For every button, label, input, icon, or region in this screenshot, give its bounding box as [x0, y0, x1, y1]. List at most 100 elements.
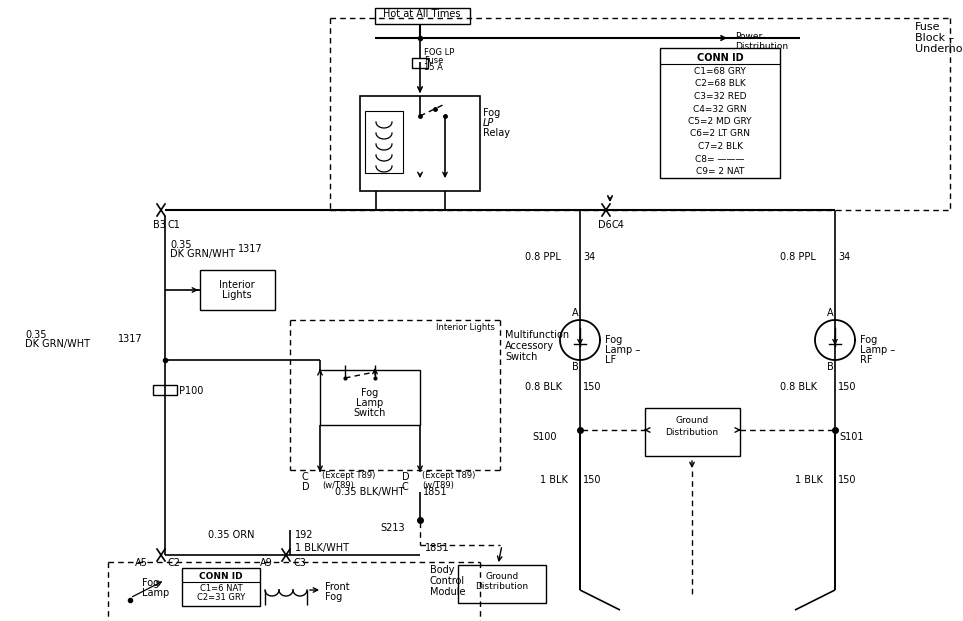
Text: S100: S100: [532, 432, 557, 442]
Text: B: B: [826, 362, 833, 372]
Text: (Except T89): (Except T89): [422, 471, 476, 480]
Text: Fog: Fog: [605, 335, 622, 345]
Bar: [360, 96, 480, 191]
Text: 0.35 ORN: 0.35 ORN: [208, 530, 254, 540]
Text: 0.8 BLK: 0.8 BLK: [525, 382, 562, 392]
Bar: [660, 48, 780, 178]
Text: Body: Body: [430, 565, 455, 575]
Text: Multifunction: Multifunction: [505, 330, 569, 340]
Bar: [645, 408, 740, 456]
Text: C4: C4: [612, 220, 625, 230]
Text: 0.35: 0.35: [25, 330, 46, 340]
Text: Fog: Fog: [325, 592, 342, 602]
Text: A: A: [572, 308, 579, 318]
Text: Fog: Fog: [483, 108, 500, 118]
Text: B3: B3: [153, 220, 166, 230]
Text: Switch: Switch: [505, 352, 537, 362]
Text: Relay: Relay: [483, 128, 510, 138]
Text: 150: 150: [838, 382, 856, 392]
Text: CONN ID: CONN ID: [696, 53, 743, 63]
Text: C7=2 BLK: C7=2 BLK: [697, 142, 742, 151]
Text: C2: C2: [168, 558, 181, 568]
Text: C1=68 GRY: C1=68 GRY: [694, 67, 746, 76]
Text: 150: 150: [838, 475, 856, 485]
Text: Lights: Lights: [222, 290, 251, 300]
Text: 0.8 BLK: 0.8 BLK: [780, 382, 817, 392]
Bar: [458, 565, 546, 603]
Text: (Except T89): (Except T89): [322, 471, 376, 480]
Text: Underhood: Underhood: [915, 44, 963, 54]
Text: 1 BLK: 1 BLK: [795, 475, 822, 485]
Text: DK GRN/WHT: DK GRN/WHT: [170, 249, 235, 259]
Text: Lamp: Lamp: [142, 588, 169, 598]
Text: Distribution: Distribution: [665, 428, 718, 437]
Text: FOG LP: FOG LP: [424, 48, 455, 57]
Text: Ground: Ground: [485, 572, 519, 581]
Bar: [182, 568, 260, 606]
Text: 150: 150: [583, 475, 602, 485]
Text: 1 BLK: 1 BLK: [540, 475, 568, 485]
Text: 0.8 PPL: 0.8 PPL: [525, 252, 560, 262]
Text: 1317: 1317: [118, 334, 143, 344]
Text: S101: S101: [839, 432, 864, 442]
Text: Fog: Fog: [142, 578, 159, 588]
Text: Lamp –: Lamp –: [605, 345, 640, 355]
Text: C2=31 GRY: C2=31 GRY: [196, 593, 246, 602]
Text: C9= 2 NAT: C9= 2 NAT: [696, 167, 744, 176]
Text: LF: LF: [605, 355, 616, 365]
Text: Interior: Interior: [220, 280, 255, 290]
Text: Fuse: Fuse: [915, 22, 941, 32]
Text: 0.8 PPL: 0.8 PPL: [780, 252, 816, 262]
Text: LP: LP: [483, 118, 494, 128]
Text: Accessory: Accessory: [505, 341, 554, 351]
Text: DK GRN/WHT: DK GRN/WHT: [25, 339, 90, 349]
Text: Lamp: Lamp: [356, 398, 383, 408]
Text: C8= ———: C8= ———: [695, 155, 744, 163]
Text: Distribution: Distribution: [476, 582, 529, 591]
Bar: [153, 385, 177, 395]
Text: S213: S213: [380, 523, 404, 533]
Text: C: C: [302, 472, 309, 482]
Text: C1=6 NAT: C1=6 NAT: [199, 584, 243, 593]
Text: C3=32 RED: C3=32 RED: [693, 92, 746, 101]
Text: Fog: Fog: [361, 388, 378, 398]
Text: C1: C1: [167, 220, 180, 230]
Bar: [200, 270, 275, 310]
Text: 1 BLK/WHT: 1 BLK/WHT: [295, 543, 349, 553]
Text: A9: A9: [260, 558, 273, 568]
Text: 34: 34: [838, 252, 850, 262]
Text: Front: Front: [325, 582, 350, 592]
Text: Interior Lights: Interior Lights: [436, 323, 495, 332]
Text: D: D: [402, 472, 409, 482]
Text: A5: A5: [135, 558, 148, 568]
Bar: [365, 111, 403, 173]
Text: 0.35: 0.35: [170, 240, 192, 250]
Text: Fog: Fog: [860, 335, 877, 345]
Text: Hot at All Times: Hot at All Times: [383, 9, 460, 19]
Text: 1851: 1851: [425, 543, 450, 553]
Text: C2=68 BLK: C2=68 BLK: [694, 79, 745, 89]
Text: Block –: Block –: [915, 33, 954, 43]
Text: C5=2 MD GRY: C5=2 MD GRY: [689, 117, 752, 126]
Text: (w/T89): (w/T89): [322, 481, 353, 490]
Text: CONN ID: CONN ID: [199, 572, 243, 581]
Text: 1851: 1851: [423, 487, 448, 497]
Text: C: C: [402, 482, 408, 492]
Bar: [375, 8, 470, 24]
Text: Lamp –: Lamp –: [860, 345, 896, 355]
Text: Switch: Switch: [353, 408, 386, 418]
Text: B: B: [572, 362, 579, 372]
Text: D6: D6: [598, 220, 612, 230]
Bar: [412, 58, 428, 68]
Text: A: A: [826, 308, 833, 318]
Text: Power
Distribution: Power Distribution: [735, 32, 788, 52]
Text: C6=2 LT GRN: C6=2 LT GRN: [690, 130, 750, 138]
Text: 0.35 BLK/WHT: 0.35 BLK/WHT: [335, 487, 404, 497]
Text: P100: P100: [179, 386, 203, 396]
Text: Module: Module: [430, 587, 465, 597]
Bar: [320, 370, 420, 425]
Text: 150: 150: [583, 382, 602, 392]
Text: 15 A: 15 A: [424, 63, 443, 72]
Text: C3: C3: [293, 558, 306, 568]
Text: 1317: 1317: [238, 244, 263, 254]
